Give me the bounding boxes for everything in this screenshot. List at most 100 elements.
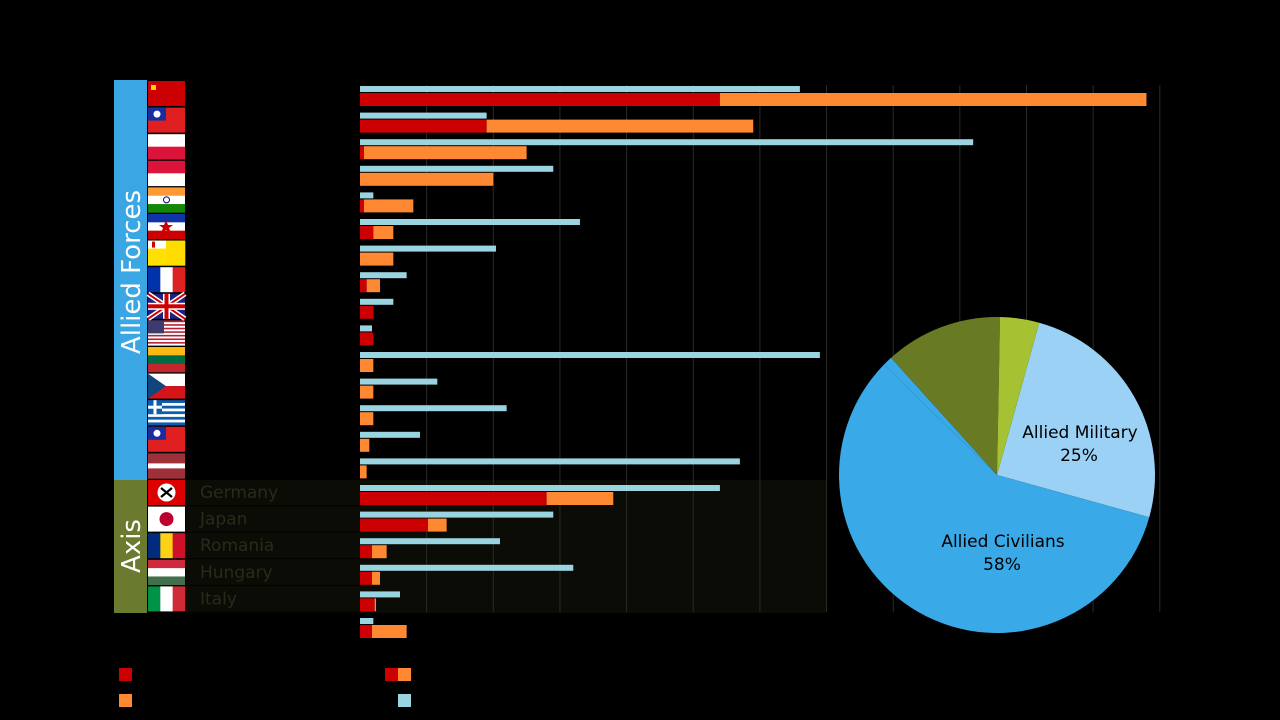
flag-poland (148, 134, 185, 160)
legend-swatch-military (119, 668, 132, 681)
pie-slice (839, 364, 1150, 633)
flag-ussr (148, 81, 185, 106)
bar-civilian (360, 172, 494, 186)
pie-slice (997, 322, 1156, 518)
bar-military (360, 146, 364, 160)
flag-france (148, 267, 186, 293)
flag-india (148, 187, 185, 213)
flag-japan (148, 506, 185, 532)
bar-percent (360, 485, 720, 491)
allied-group-bar (114, 80, 147, 480)
pie-slice (883, 357, 997, 475)
bar-percent (360, 431, 420, 438)
bar-percent (360, 272, 407, 279)
bar-civilian (427, 518, 447, 532)
bar-civilian (371, 545, 387, 559)
bar-percent (360, 112, 487, 119)
bar-civilian (371, 571, 380, 585)
pie-label-allied-military: Allied Military (1022, 423, 1137, 443)
bar-military (360, 93, 720, 106)
flag-czech (148, 373, 185, 399)
category-label: Germany (200, 483, 278, 503)
bar-civilian (360, 385, 374, 399)
pie-pct-allied-civilians: 58% (983, 555, 1021, 575)
bar-military (360, 279, 367, 293)
category-label: Italy (200, 589, 237, 609)
bar-military (360, 332, 374, 346)
bar-military (360, 518, 428, 532)
flag-italy (148, 586, 186, 612)
bar-percent (360, 511, 554, 518)
category-label: Hungary (200, 563, 273, 583)
category-label: Japan (199, 510, 247, 530)
flag-vatican (148, 240, 186, 266)
bar-percent (360, 139, 974, 146)
bar-civilian (363, 199, 414, 213)
flag-romania (148, 533, 186, 559)
bar-military (360, 119, 487, 133)
axis-group-bar (114, 480, 147, 613)
bar-military (360, 625, 372, 638)
pie-pct-allied-military: 25% (1060, 446, 1098, 466)
bar-civilian (374, 598, 376, 612)
bar-percent (360, 219, 580, 225)
bar-civilian (363, 146, 527, 160)
bar-percent (360, 538, 500, 545)
bar-military (360, 226, 374, 239)
flag-uk (146, 291, 187, 321)
legend-swatch-percent (398, 694, 411, 707)
bar-military (360, 545, 372, 559)
bar-military (360, 199, 364, 213)
bar-percent (360, 378, 438, 385)
bar-military (360, 305, 374, 319)
bar-civilian (360, 465, 367, 479)
bar-percent (360, 298, 394, 305)
pie-slice (997, 317, 1040, 475)
legend-swatch-civilian (119, 694, 132, 707)
bar-civilian (486, 119, 754, 133)
axis-group-label: Axis (117, 519, 147, 573)
bar-civilian (546, 492, 614, 505)
category-labels: Germany Japan Romania Hungary Italy (186, 483, 360, 613)
bar-percent (360, 458, 740, 465)
bar-civilian (719, 93, 1147, 106)
flag-roc (148, 107, 185, 133)
bar-military (360, 598, 375, 612)
flag-indonesia (148, 160, 185, 187)
bar-military (360, 571, 372, 585)
bar-civilian (371, 625, 407, 638)
legend-swatch-total-red (385, 668, 398, 681)
bar-civilian (373, 226, 394, 239)
flag-nazi (148, 480, 185, 505)
bar-civilian (360, 252, 394, 266)
flag-greece (148, 400, 185, 426)
flag-usa (148, 320, 185, 346)
flag-lithuania (148, 347, 185, 373)
bar-percent (360, 564, 574, 571)
bar-civilian (360, 412, 374, 426)
bar-civilian (366, 279, 380, 293)
pie-chart (839, 316, 1156, 633)
bar-percent (360, 86, 800, 92)
bar-percent (360, 325, 372, 332)
pie-label-allied-civilians: Allied Civilians (941, 532, 1064, 552)
flag-yugoslavia (148, 214, 185, 240)
bar-percent (360, 165, 554, 172)
flag-column (146, 81, 187, 612)
category-label: Romania (200, 536, 274, 556)
legend-swatch-total-orange (398, 668, 411, 681)
bar-plot (360, 86, 1147, 638)
allied-group-label: Allied Forces (117, 190, 147, 354)
bar-percent (360, 192, 374, 199)
bar-percent (360, 591, 400, 598)
bar-military (360, 492, 547, 505)
bar-percent (360, 352, 820, 358)
bar-civilian (360, 359, 374, 372)
flag-roc2 (148, 426, 185, 452)
pie-slice (891, 316, 1001, 475)
flag-hungary (148, 559, 185, 586)
flag-latvia (148, 453, 185, 479)
bar-percent (360, 405, 507, 412)
bar-civilian (360, 438, 370, 452)
